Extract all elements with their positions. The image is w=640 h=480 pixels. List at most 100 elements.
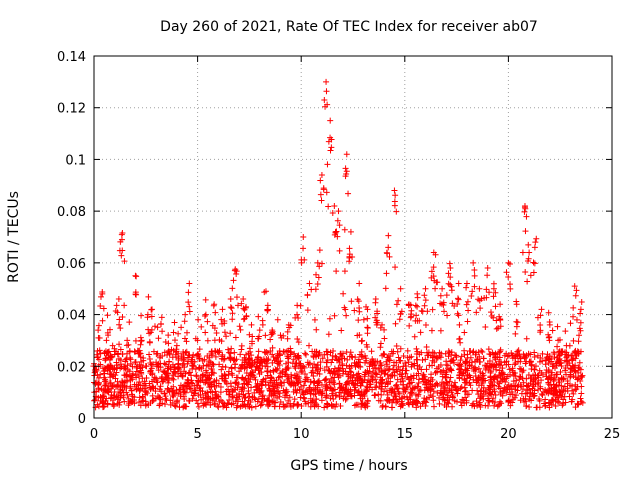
data-point xyxy=(469,387,476,394)
data-point xyxy=(336,393,343,400)
data-point xyxy=(359,337,366,344)
data-point xyxy=(302,351,309,358)
data-point xyxy=(462,379,469,386)
data-point xyxy=(362,369,369,376)
data-point xyxy=(240,305,247,312)
data-point xyxy=(405,359,412,366)
data-point xyxy=(519,249,526,256)
data-point xyxy=(218,366,225,373)
x-axis-label: GPS time / hours xyxy=(290,458,407,474)
data-point xyxy=(449,403,456,410)
data-point xyxy=(238,300,245,307)
data-point xyxy=(319,390,326,397)
data-point xyxy=(469,288,476,295)
data-point xyxy=(99,290,106,297)
data-point xyxy=(476,399,483,406)
data-point xyxy=(464,298,471,305)
data-point xyxy=(297,360,304,367)
data-point xyxy=(149,384,156,391)
data-point xyxy=(145,293,152,300)
data-point xyxy=(434,368,441,375)
data-point xyxy=(486,358,493,365)
data-point xyxy=(212,309,219,316)
data-point xyxy=(120,394,127,401)
data-point xyxy=(531,366,538,373)
data-point xyxy=(325,331,332,338)
data-point xyxy=(213,394,220,401)
data-point xyxy=(291,350,298,357)
data-point xyxy=(191,358,198,365)
data-point xyxy=(196,346,203,353)
data-point xyxy=(103,337,110,344)
data-point xyxy=(539,392,546,399)
data-point xyxy=(216,361,223,368)
data-point xyxy=(327,117,334,124)
data-point xyxy=(323,189,330,196)
data-point xyxy=(483,286,490,293)
data-point xyxy=(335,368,342,375)
data-point xyxy=(448,367,455,374)
data-point xyxy=(395,363,402,370)
data-point xyxy=(281,379,288,386)
data-point xyxy=(313,326,320,333)
data-point xyxy=(378,368,385,375)
data-point xyxy=(422,321,429,328)
data-point xyxy=(242,403,249,410)
data-point xyxy=(484,272,491,279)
data-point xyxy=(565,352,572,359)
data-point xyxy=(186,369,193,376)
data-point xyxy=(185,289,192,296)
data-point xyxy=(95,403,102,410)
data-point xyxy=(317,359,324,366)
data-point xyxy=(179,373,186,380)
data-point xyxy=(575,369,582,376)
data-point xyxy=(385,356,392,363)
data-point xyxy=(532,375,539,382)
data-point xyxy=(571,283,578,290)
data-point xyxy=(201,356,208,363)
data-point xyxy=(325,203,332,210)
data-point xyxy=(470,259,477,266)
data-point xyxy=(247,376,254,383)
data-point xyxy=(259,378,266,385)
data-point xyxy=(505,259,512,266)
data-point xyxy=(572,368,579,375)
data-point xyxy=(115,355,122,362)
data-point xyxy=(179,372,186,379)
data-point xyxy=(348,392,355,399)
data-point xyxy=(300,394,307,401)
data-point xyxy=(136,394,143,401)
data-point xyxy=(531,349,538,356)
data-point xyxy=(100,403,107,410)
data-point xyxy=(368,358,375,365)
data-point xyxy=(322,394,329,401)
data-point xyxy=(115,296,122,303)
data-point xyxy=(128,387,135,394)
data-point xyxy=(249,333,256,340)
data-point xyxy=(520,379,527,386)
data-point xyxy=(323,363,330,370)
data-point xyxy=(575,375,582,382)
data-point xyxy=(229,393,236,400)
data-point xyxy=(415,393,422,400)
data-point xyxy=(116,316,123,323)
data-point xyxy=(231,349,238,356)
data-point xyxy=(400,381,407,388)
data-point xyxy=(421,292,428,299)
data-point xyxy=(323,400,330,407)
data-point xyxy=(492,391,499,398)
data-point xyxy=(193,373,200,380)
data-point xyxy=(119,378,126,385)
data-point xyxy=(498,369,505,376)
data-point xyxy=(454,295,461,302)
data-point xyxy=(92,379,99,386)
data-point xyxy=(300,363,307,370)
data-point xyxy=(233,294,240,301)
data-point xyxy=(453,354,460,361)
data-point xyxy=(382,403,389,410)
data-point xyxy=(111,365,118,372)
data-point xyxy=(99,317,106,324)
data-point xyxy=(327,349,334,356)
data-point xyxy=(422,285,429,292)
data-point xyxy=(226,396,233,403)
